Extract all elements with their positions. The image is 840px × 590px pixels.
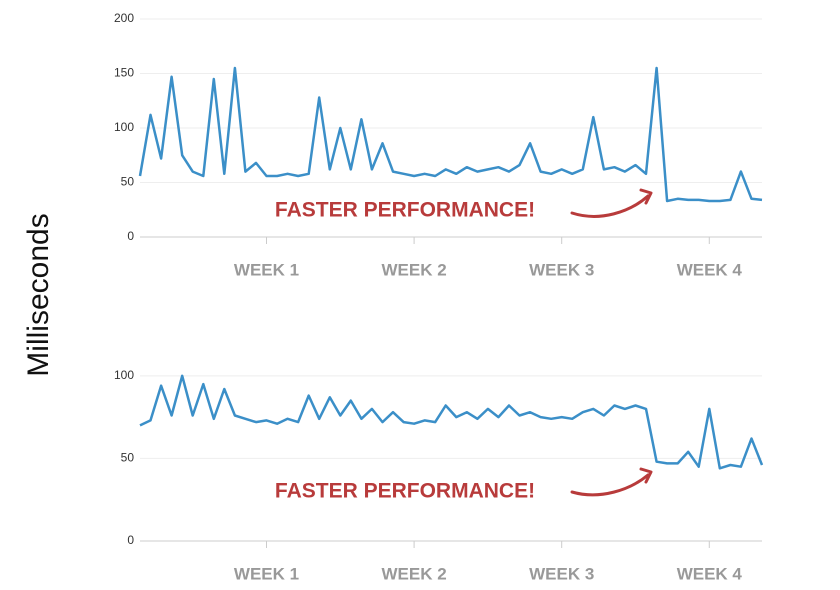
y-tick-label: 100 (114, 368, 134, 382)
y-tick-label: 0 (127, 229, 134, 243)
y-tick-label: 50 (121, 451, 135, 465)
arrow-head (639, 188, 653, 205)
x-tick-label: WEEK 4 (677, 260, 743, 279)
y-tick-label: 50 (121, 175, 135, 189)
annotation: FASTER PERFORMANCE! (275, 480, 535, 503)
y-tick-label: 150 (114, 66, 134, 80)
y-axis-label: Milliseconds (22, 213, 55, 376)
y-tick-label: 100 (114, 120, 134, 134)
arrow-head (639, 467, 653, 484)
x-tick-label: WEEK 2 (382, 260, 447, 279)
annotation: FASTER PERFORMANCE! (275, 199, 535, 222)
arrow (570, 473, 650, 497)
series-line (138, 66, 763, 203)
series-line (139, 374, 764, 470)
x-tick-label: WEEK 4 (677, 564, 743, 583)
x-tick-label: WEEK 2 (382, 564, 447, 583)
y-tick-label: 0 (127, 533, 134, 547)
x-tick-label: WEEK 1 (234, 260, 299, 279)
x-tick-label: WEEK 3 (529, 564, 594, 583)
x-tick-label: WEEK 3 (529, 260, 594, 279)
x-tick-label: WEEK 1 (234, 564, 299, 583)
y-tick-label: 200 (114, 11, 134, 25)
arrow (570, 194, 650, 218)
